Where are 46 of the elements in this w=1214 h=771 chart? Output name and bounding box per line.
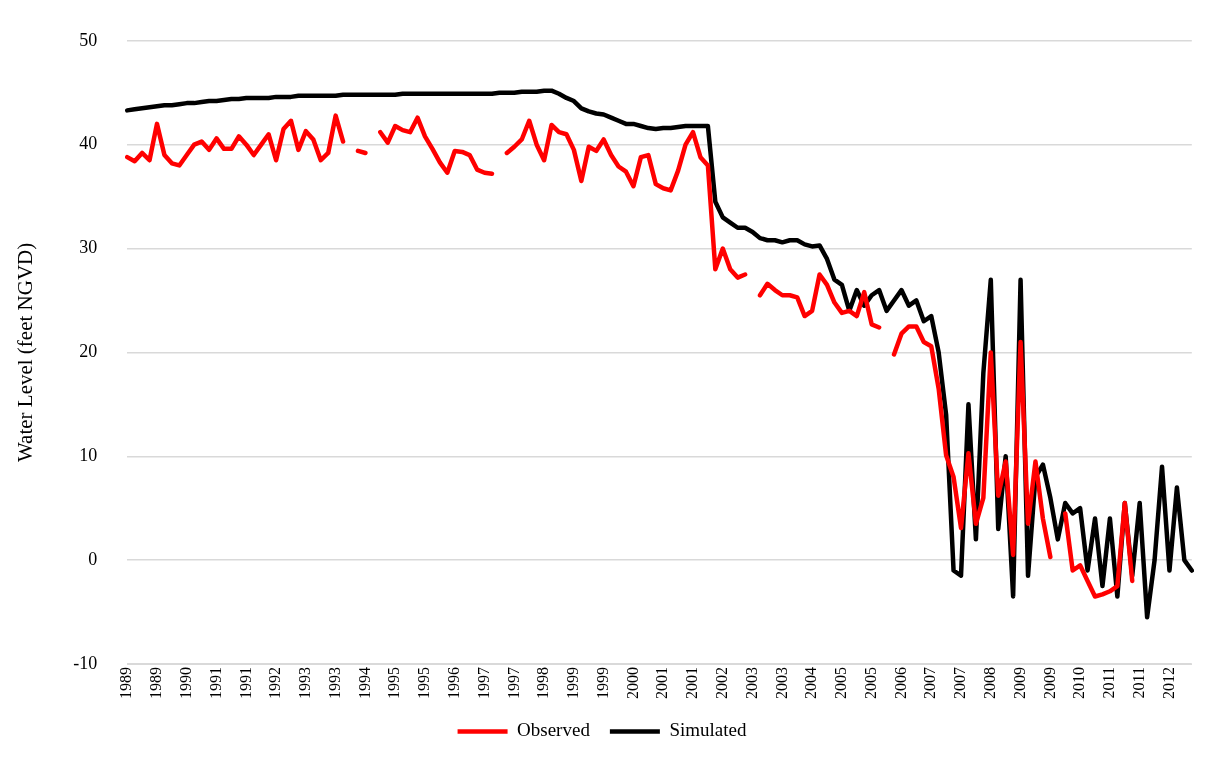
y-tick-label: 30: [79, 237, 98, 258]
x-tick-label: 2001: [653, 667, 671, 699]
x-tick-label: 1989: [147, 667, 165, 699]
y-tick-label: 50: [79, 29, 98, 50]
x-tick-label: 2011: [1100, 667, 1118, 699]
x-tick-label: 1990: [176, 667, 194, 699]
x-tick-label: 2001: [683, 667, 701, 699]
x-tick-label: 2002: [712, 667, 730, 699]
x-tick-label: 2005: [832, 667, 850, 699]
y-tick-label: 40: [79, 133, 98, 154]
y-tick-label: 20: [79, 341, 98, 362]
x-tick-label: 2008: [980, 667, 998, 699]
x-tick-label: 1998: [534, 667, 552, 699]
x-tick-label: 2004: [802, 667, 820, 699]
x-tick-label: 1996: [444, 667, 462, 699]
x-tick-label: 1991: [236, 667, 254, 699]
x-tick-label: 1995: [385, 667, 403, 699]
y-tick-label: 10: [79, 445, 98, 465]
x-tick-label: 1995: [415, 667, 433, 699]
x-tick-label: 1999: [564, 667, 582, 699]
x-tick-label: 1989: [117, 667, 135, 699]
x-tick-label: 1997: [504, 667, 522, 699]
x-tick-label: 2007: [921, 667, 939, 699]
x-tick-label: 2009: [1010, 667, 1028, 699]
x-tick-label: 2003: [742, 667, 760, 699]
legend-label: Observed: [517, 719, 591, 741]
x-tick-label: 2012: [1159, 667, 1177, 699]
y-tick-label: 0: [88, 548, 98, 569]
legend-label: Simulated: [669, 719, 747, 741]
y-axis-title: Water Level (feet NGVD): [13, 242, 38, 463]
x-tick-label: 2011: [1129, 667, 1147, 699]
x-tick-label: 2000: [623, 667, 641, 699]
x-tick-label: 1994: [355, 667, 373, 699]
x-tick-label: 2005: [861, 667, 879, 699]
x-tick-label: 1993: [296, 667, 314, 699]
x-tick-label: 2007: [951, 667, 969, 699]
x-tick-label: 1992: [266, 667, 284, 699]
x-tick-label: 2006: [891, 667, 909, 699]
x-tick-label: 2003: [772, 667, 790, 699]
x-tick-label: 2010: [1070, 667, 1088, 699]
x-tick-label: 2009: [1040, 667, 1058, 699]
x-tick-label: 1999: [593, 667, 611, 699]
x-tick-label: 1997: [474, 667, 492, 699]
y-tick-label: -10: [73, 652, 98, 673]
x-tick-label: 1993: [325, 667, 343, 699]
x-tick-label: 1991: [206, 667, 224, 699]
